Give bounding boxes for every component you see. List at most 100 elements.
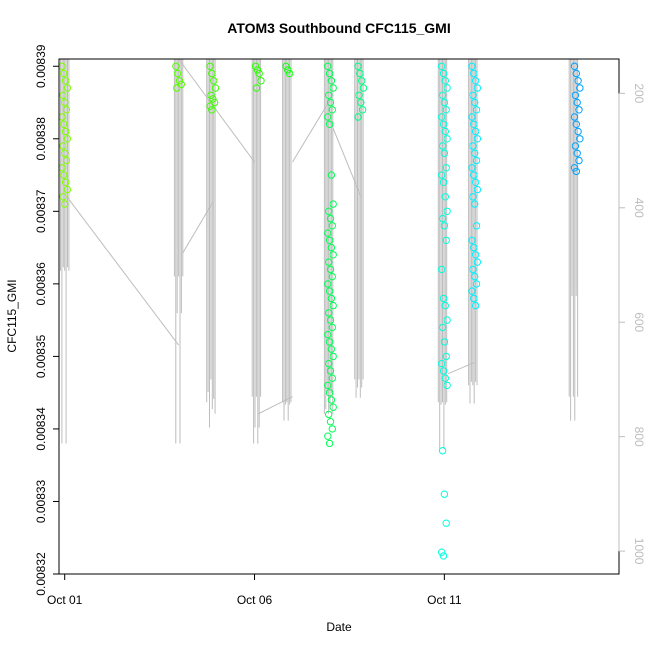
- data-point: [472, 156, 481, 165]
- data-point: [471, 149, 479, 158]
- data-point: [63, 84, 72, 92]
- data-point: [210, 77, 218, 85]
- pressure-layer: [60, 58, 579, 450]
- data-point: [469, 142, 477, 150]
- data-point: [473, 258, 482, 266]
- data-point: [438, 113, 446, 121]
- data-point: [282, 62, 290, 71]
- data-point: [468, 164, 476, 172]
- data-point: [255, 69, 263, 78]
- data-point: [468, 113, 476, 121]
- data-point: [438, 214, 447, 223]
- data-point: [174, 69, 182, 78]
- data-point: [324, 432, 332, 440]
- data-point: [439, 120, 448, 129]
- data-point: [59, 91, 67, 100]
- data-point: [570, 62, 579, 71]
- data-point: [208, 69, 216, 78]
- data-point: [573, 149, 581, 158]
- data-point: [325, 287, 334, 295]
- data-point: [442, 236, 450, 245]
- y-tick-label: 0.00838: [34, 117, 48, 161]
- data-point: [63, 135, 72, 143]
- plot-frame: [58, 58, 620, 575]
- data-point: [572, 69, 580, 78]
- data-point: [575, 156, 583, 165]
- right-tick-label: 800: [632, 427, 646, 447]
- x-tick-label: Oct 01: [47, 593, 83, 607]
- data-point: [326, 98, 335, 107]
- data-point: [253, 66, 262, 74]
- data-point: [471, 251, 480, 259]
- data-point: [324, 113, 332, 121]
- data-point: [438, 171, 446, 179]
- data-point: [442, 519, 450, 527]
- data-point: [471, 77, 480, 85]
- data-point: [570, 164, 579, 172]
- data-point: [438, 323, 447, 332]
- data-point: [439, 294, 448, 303]
- data-point: [62, 106, 71, 114]
- transit-line: [258, 396, 293, 415]
- y-tick-label: 0.00833: [34, 479, 48, 523]
- y-tick-label: 0.00839: [34, 44, 48, 88]
- data-point: [326, 418, 335, 426]
- data-point: [572, 167, 580, 176]
- data-point: [471, 98, 479, 107]
- data-point: [61, 77, 70, 85]
- data-point: [328, 106, 336, 114]
- y-tick-label: 0.00832: [34, 552, 48, 596]
- data-point: [325, 439, 334, 448]
- data-point: [63, 185, 72, 194]
- data-point: [468, 62, 476, 71]
- data-point: [471, 301, 480, 310]
- data-point: [325, 338, 334, 346]
- data-point: [574, 77, 582, 85]
- data-point: [439, 367, 448, 375]
- data-point: [471, 272, 479, 281]
- data-point: [326, 265, 335, 274]
- data-point: [60, 200, 69, 208]
- data-point: [325, 389, 334, 397]
- data-point: [576, 84, 584, 92]
- data-point: [324, 381, 332, 390]
- y-tick-label: 0.00836: [34, 262, 48, 306]
- data-point: [62, 156, 71, 165]
- data-point: [329, 403, 337, 411]
- data-point: [359, 84, 368, 92]
- data-point: [324, 330, 332, 339]
- data-point: [326, 214, 335, 223]
- transit-line: [181, 201, 214, 254]
- data-point: [327, 77, 336, 85]
- right-tick-label: 200: [632, 83, 646, 103]
- data-point: [326, 367, 335, 375]
- data-point: [251, 62, 260, 71]
- data-point: [356, 69, 364, 78]
- data-point: [206, 62, 214, 71]
- data-point: [572, 120, 580, 129]
- data-point: [59, 193, 67, 201]
- data-point: [472, 106, 481, 114]
- data-point: [440, 149, 449, 158]
- data-point: [441, 301, 449, 310]
- right-tick-label: 600: [632, 312, 646, 332]
- data-point: [472, 280, 481, 288]
- data-point: [329, 301, 337, 310]
- data-point: [443, 316, 451, 324]
- data-point: [440, 490, 449, 498]
- data-point: [443, 135, 451, 143]
- data-point: [324, 280, 332, 288]
- data-point: [207, 91, 215, 100]
- points-layer: [58, 62, 584, 560]
- transit-line: [448, 361, 475, 375]
- data-point: [438, 91, 447, 100]
- x-axis: Oct 01 Oct 06 Oct 11: [47, 573, 462, 607]
- data-point: [328, 222, 336, 230]
- data-point: [60, 120, 68, 129]
- data-point: [206, 102, 214, 110]
- data-point: [59, 142, 67, 150]
- data-point: [442, 106, 450, 114]
- data-point: [326, 316, 335, 324]
- data-point: [60, 69, 68, 78]
